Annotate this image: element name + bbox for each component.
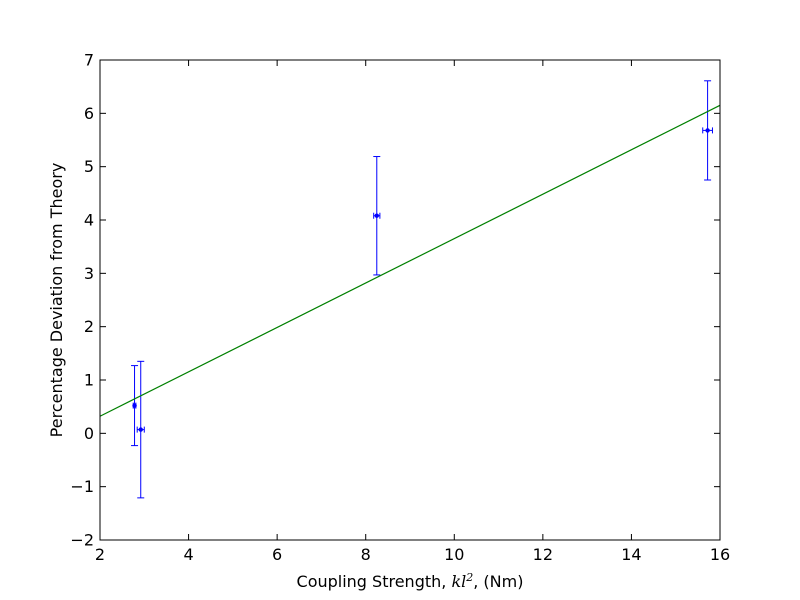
x-tick-label: 2	[95, 545, 105, 564]
x-tick-label: 12	[533, 545, 553, 564]
plot-frame	[99, 59, 721, 541]
y-tick-label: 5	[84, 157, 94, 176]
x-axis-label-math: kl	[451, 572, 466, 591]
y-tick-label: 1	[84, 371, 94, 390]
y-tick-label: 7	[84, 51, 94, 70]
data-marker	[132, 403, 137, 408]
x-axis-label: Coupling Strength, kl2, (Nm)	[297, 571, 524, 592]
data-point-2	[136, 360, 145, 499]
x-tick-label: 10	[444, 545, 464, 564]
x-axis-label-prefix: Coupling Strength,	[297, 572, 452, 591]
y-tick-label: 4	[84, 211, 94, 230]
fit-line	[99, 104, 721, 417]
y-tick-label: 6	[84, 104, 94, 123]
data-marker	[138, 427, 143, 432]
x-tick-label: 16	[710, 545, 730, 564]
x-tick-label: 6	[272, 545, 282, 564]
x-tick-label: 8	[361, 545, 371, 564]
x-tick-label: 4	[183, 545, 193, 564]
y-tick-label: −2	[70, 531, 94, 550]
x-axis-label-superscript: 2	[465, 571, 473, 584]
y-tick-label: 2	[84, 317, 94, 336]
y-axis-label: Percentage Deviation from Theory	[47, 163, 66, 438]
data-point-1	[131, 365, 139, 447]
x-axis-label-suffix: , (Nm)	[473, 572, 523, 591]
y-tick-label: 3	[84, 264, 94, 283]
data-marker	[374, 213, 379, 218]
data-point-3	[373, 156, 381, 276]
y-tick-label: 0	[84, 424, 94, 443]
x-tick-label: 14	[621, 545, 641, 564]
data-marker	[705, 128, 710, 133]
data-point-4	[702, 80, 713, 181]
y-tick-label: −1	[70, 477, 94, 496]
